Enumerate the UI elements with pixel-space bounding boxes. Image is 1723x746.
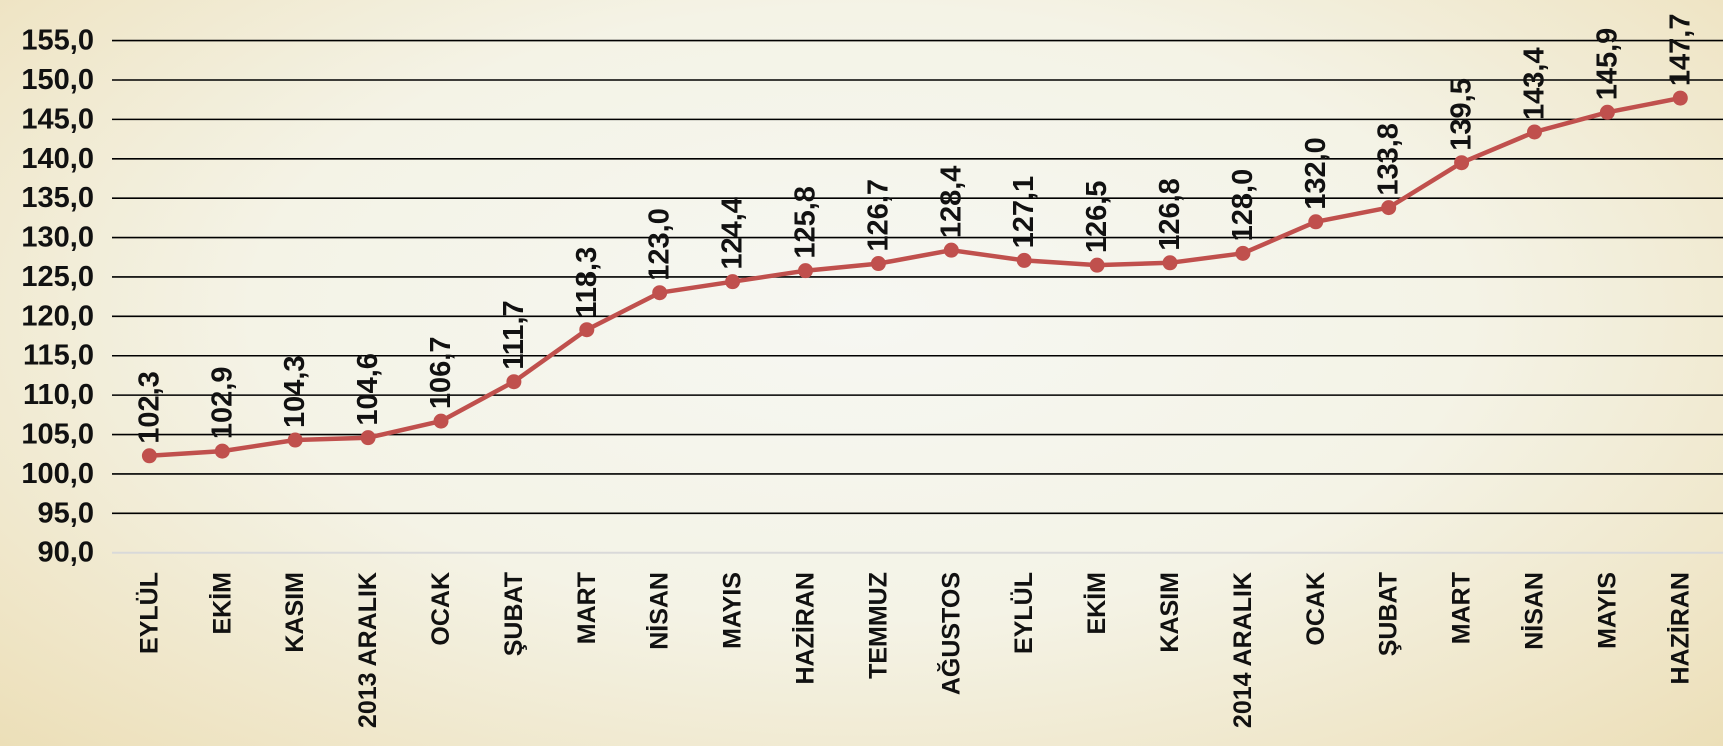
x-tick-label: NİSAN [646, 572, 674, 650]
data-point [1672, 90, 1688, 106]
series [141, 90, 1688, 464]
data-label: 139,5 [1446, 78, 1478, 151]
data-label: 102,9 [206, 366, 238, 439]
y-tick-label: 155,0 [21, 25, 94, 57]
y-axis-labels: 155,0 150,0 145,0 140,0 135,0 130,0 125,0 120,0… [21, 25, 94, 569]
data-point [943, 242, 959, 258]
data-label: 132,0 [1300, 137, 1332, 210]
data-point [1308, 214, 1324, 230]
y-tick-label: 120,0 [21, 300, 94, 332]
data-label: 128,4 [935, 166, 967, 239]
data-point [287, 432, 303, 448]
data-point [579, 322, 595, 338]
data-point [652, 285, 668, 301]
data-label: 127,1 [1008, 176, 1040, 249]
x-tick-label: TEMMUZ [864, 572, 892, 679]
data-label: 111,7 [498, 300, 530, 369]
x-tick-label: MART [1448, 572, 1476, 644]
x-tick-label: 2013 ARALIK [354, 572, 382, 728]
data-point [725, 274, 741, 290]
data-label: 126,5 [1081, 181, 1113, 254]
data-point [1162, 255, 1178, 271]
x-tick-label: NİSAN [1521, 572, 1549, 650]
x-tick-label: EKİM [208, 572, 236, 635]
x-tick-label: KASIM [281, 572, 309, 653]
data-point [214, 443, 230, 459]
x-tick-label: MART [573, 572, 601, 644]
x-tick-label: OCAK [1302, 572, 1330, 646]
data-label: 147,7 [1664, 14, 1696, 87]
y-tick-label: 150,0 [21, 64, 94, 96]
data-point [1235, 245, 1251, 261]
y-tick-label: 105,0 [21, 419, 94, 451]
x-tick-label: HAZİRAN [792, 572, 820, 685]
data-label: 118,3 [571, 247, 603, 318]
data-label: 123,0 [644, 208, 676, 281]
data-point [1016, 252, 1032, 268]
y-tick-label: 90,0 [38, 537, 94, 569]
data-point [1381, 200, 1397, 216]
data-label: 128,0 [1227, 169, 1259, 242]
x-tick-label: MAYIS [719, 572, 747, 649]
data-label: 126,8 [1154, 178, 1186, 251]
x-axis-labels: EYLÜL EKİM KASIM 2013 ARALIK OCAK ŞUBAT MART Nİ… [134, 572, 1694, 728]
y-tick-label: 110,0 [23, 379, 94, 411]
y-tick-label: 100,0 [21, 458, 94, 490]
data-point [506, 374, 522, 390]
data-point [360, 430, 376, 446]
x-tick-label: EYLÜL [134, 572, 163, 654]
y-tick-label: 115,0 [23, 340, 94, 372]
data-label: 145,9 [1591, 28, 1623, 101]
data-label: 143,4 [1519, 47, 1551, 120]
x-tick-label: MAYIS [1593, 572, 1621, 649]
data-label: 104,3 [279, 355, 311, 428]
data-point [1599, 104, 1615, 120]
data-labels: 102,3 102,9 104,3 104,6 106,7 111,7 118,3 123,0… [133, 14, 1696, 444]
series-line [149, 95, 1681, 459]
x-tick-label: KASIM [1156, 572, 1184, 653]
data-point [141, 448, 157, 464]
x-tick-label: EKİM [1083, 572, 1111, 635]
y-tick-label: 145,0 [21, 103, 94, 135]
x-tick-label: 2014 ARALIK [1229, 572, 1257, 728]
x-tick-label: ŞUBAT [500, 572, 528, 656]
data-point [1089, 257, 1105, 273]
y-tick-label: 95,0 [38, 497, 94, 529]
data-point [1454, 155, 1470, 171]
y-tick-label: 125,0 [21, 261, 94, 293]
x-tick-label: OCAK [427, 572, 455, 646]
data-label: 126,7 [862, 179, 894, 252]
data-point [433, 413, 449, 429]
y-tick-label: 140,0 [21, 143, 94, 175]
data-label: 125,8 [790, 186, 822, 259]
data-label: 133,8 [1373, 123, 1405, 196]
x-tick-label: HAZİRAN [1666, 572, 1694, 685]
x-tick-label: AĞUSTOS [936, 572, 965, 695]
x-tick-label: EYLÜL [1009, 572, 1038, 654]
data-label: 104,6 [352, 353, 384, 426]
data-label: 106,7 [425, 337, 457, 410]
y-tick-label: 130,0 [21, 222, 94, 254]
data-label: 124,4 [717, 197, 749, 270]
x-tick-label: ŞUBAT [1375, 572, 1403, 656]
data-label: 102,3 [133, 371, 165, 444]
data-point [1527, 124, 1542, 140]
gridlines [112, 39, 1723, 554]
data-point [870, 256, 886, 272]
y-tick-label: 135,0 [21, 182, 94, 214]
data-point [798, 263, 813, 279]
